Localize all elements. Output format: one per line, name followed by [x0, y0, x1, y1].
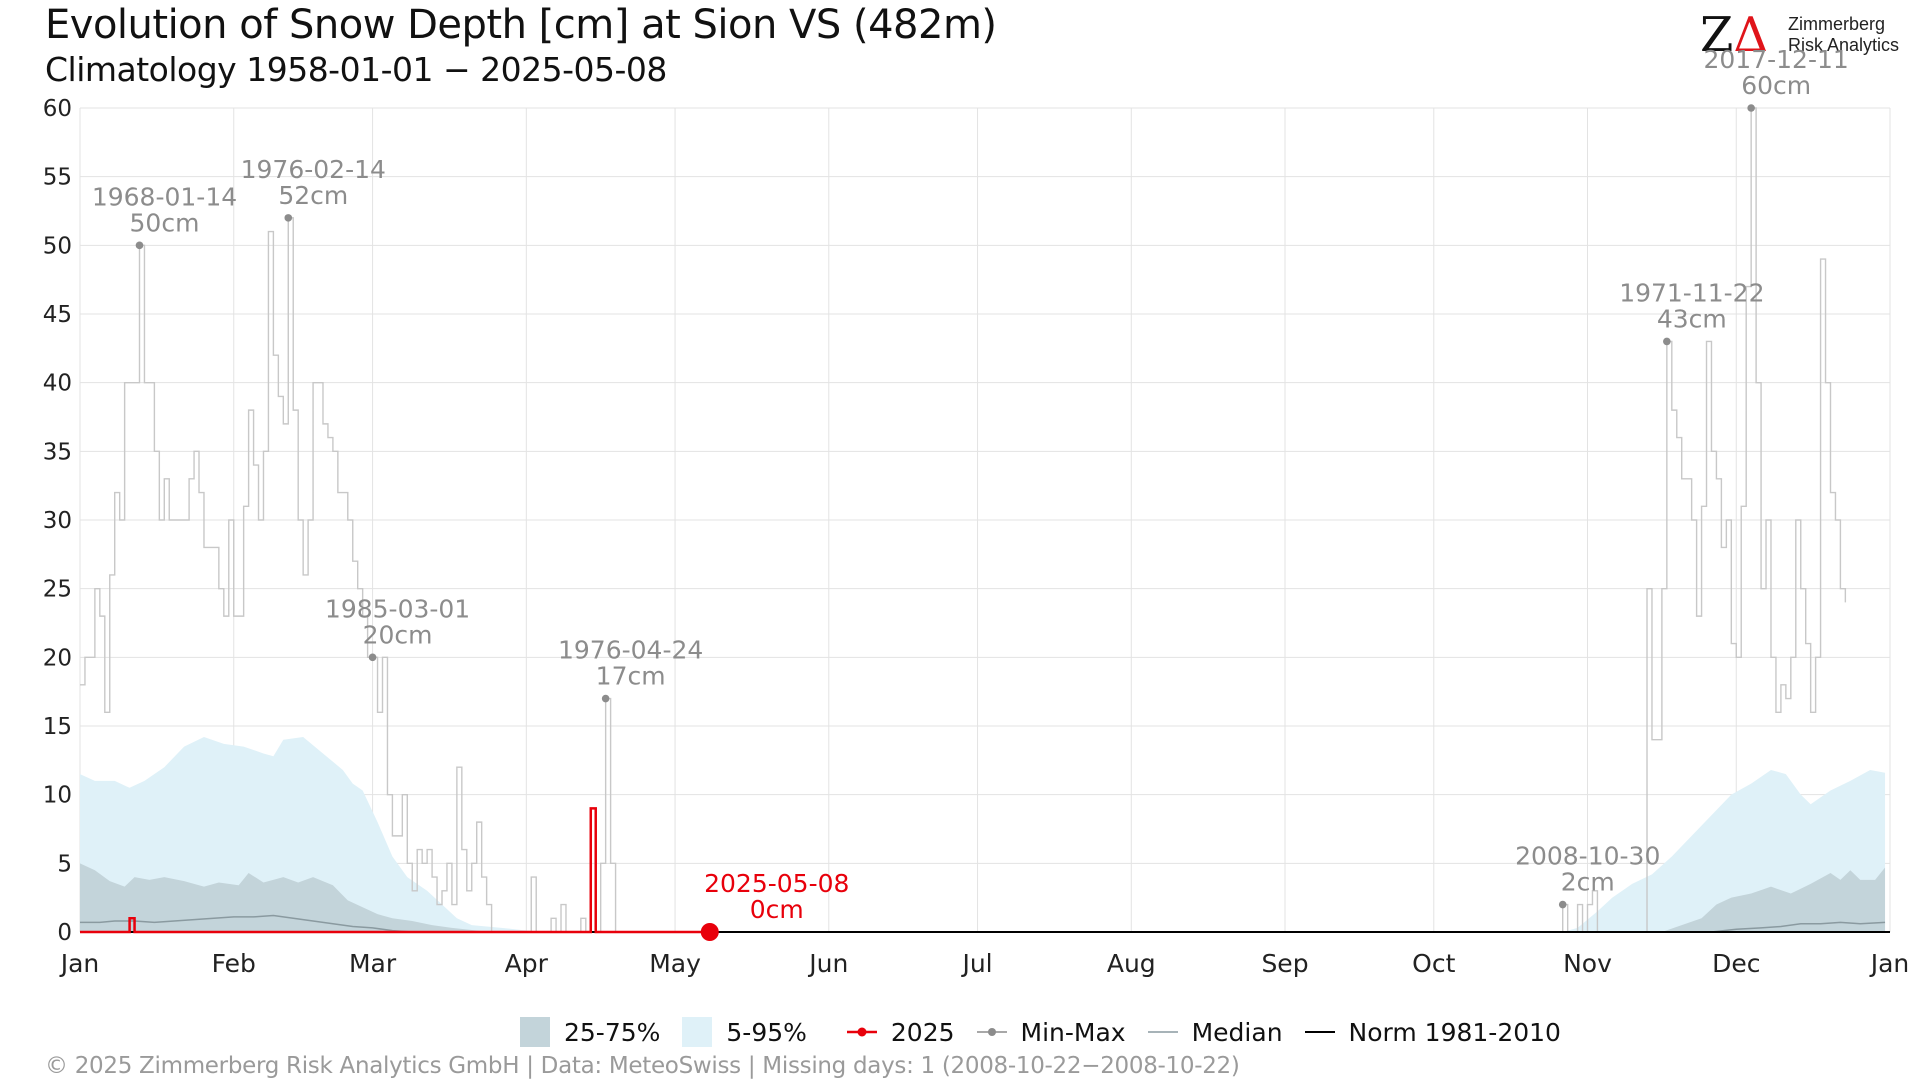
legend-item-iqr: 25-75%	[520, 1017, 660, 1047]
max-point	[368, 653, 377, 662]
logo-z: Z	[1700, 7, 1734, 63]
legend-label-outer: 5-95%	[726, 1017, 807, 1047]
legend-symbol-minmax	[976, 1028, 1007, 1036]
y-tick-label: 25	[43, 577, 72, 603]
legend-symbol-norm	[1304, 1031, 1335, 1033]
annotation-value: 50cm	[130, 208, 200, 237]
y-tick-label: 15	[43, 714, 72, 740]
current-label-value: 0cm	[750, 895, 804, 924]
legend-item-median: Median	[1147, 1017, 1283, 1047]
legend-label-median: Median	[1191, 1017, 1283, 1047]
x-tick-label: May	[649, 949, 701, 978]
annotation-date: 1976-04-24	[558, 636, 703, 665]
x-tick-label: Feb	[212, 949, 256, 978]
annotation-value: 2cm	[1561, 868, 1615, 897]
y-tick-label: 55	[43, 165, 72, 191]
logo-mark: ZΔ	[1700, 10, 1768, 60]
y-tick-label: 60	[43, 96, 72, 122]
logo-line1: Zimmerberg	[1788, 14, 1886, 34]
annotation-value: 52cm	[278, 181, 348, 210]
x-tick-label: Jul	[960, 949, 992, 978]
band-25-75	[80, 863, 1886, 932]
annotation-value: 43cm	[1657, 304, 1727, 333]
y-tick-label: 45	[43, 302, 72, 328]
footer-credits: © 2025 Zimmerberg Risk Analytics GmbH | …	[45, 1053, 1240, 1079]
max-point	[1663, 337, 1671, 346]
annotation-date: 1985-03-01	[325, 594, 470, 623]
y-tick-label: 0	[57, 920, 72, 946]
x-tick-label: Sep	[1261, 949, 1308, 978]
company-logo: ZΔ Zimmerberg Risk Analytics	[1700, 10, 1910, 60]
x-tick-label: Aug	[1107, 949, 1156, 978]
median-line	[80, 914, 1886, 933]
annotation-value: 20cm	[363, 620, 433, 649]
logo-line2: Risk Analytics	[1788, 35, 1900, 55]
annotation-date: 2017-12-11	[1704, 45, 1849, 74]
y-tick-label: 50	[43, 233, 72, 259]
y-tick-label: 5	[57, 851, 72, 877]
current-year-point	[700, 923, 719, 941]
y-tick-label: 40	[43, 371, 72, 397]
max-series-line	[80, 107, 1847, 933]
current-year-line	[80, 807, 710, 934]
logo-text: Zimmerberg Risk Analytics	[1788, 14, 1899, 56]
legend-label-minmax: Min-Max	[1020, 1017, 1126, 1047]
legend-item-norm: Norm 1981-2010	[1304, 1017, 1561, 1047]
annotation-value: 60cm	[1741, 71, 1811, 100]
y-tick-label: 20	[43, 645, 72, 671]
legend-item-minmax: Min-Max	[976, 1017, 1126, 1047]
legend-label-norm: Norm 1981-2010	[1348, 1017, 1561, 1047]
legend-label-iqr: 25-75%	[564, 1017, 661, 1047]
annotation-date: 1971-11-22	[1619, 278, 1764, 307]
y-tick-label: 10	[43, 783, 72, 809]
x-tick-label: Jan	[59, 949, 100, 978]
y-tick-label: 30	[43, 508, 72, 534]
x-tick-label: Jun	[807, 949, 848, 978]
chart-title: Evolution of Snow Depth [cm] at Sion VS …	[45, 2, 997, 48]
logo-delta: Δ	[1733, 7, 1769, 63]
y-tick-label: 35	[43, 439, 72, 465]
max-point	[1558, 900, 1567, 909]
legend-symbol-current	[846, 1027, 877, 1037]
max-point	[135, 241, 144, 250]
annotation-date: 1976-02-14	[241, 155, 386, 184]
current-label-date: 2025-05-08	[704, 869, 849, 898]
chart-legend: 25-75% 5-95% 2025 Min-Max Median Norm 19…	[520, 1014, 1583, 1050]
x-tick-label: Oct	[1412, 949, 1455, 978]
legend-label-current: 2025	[890, 1017, 955, 1047]
annotation-date: 1968-01-14	[92, 182, 237, 211]
legend-item-current: 2025	[846, 1017, 955, 1047]
x-tick-label: Apr	[505, 949, 549, 978]
max-point	[601, 694, 610, 703]
max-point	[1747, 104, 1755, 112]
legend-symbol-median	[1147, 1031, 1178, 1033]
max-point	[284, 214, 293, 222]
snow-depth-chart: 1968-01-1450cm1976-02-1452cm1985-03-0120…	[43, 45, 1910, 978]
legend-item-outer: 5-95%	[682, 1017, 807, 1047]
legend-swatch-outer	[682, 1017, 713, 1047]
x-tick-label: Nov	[1563, 949, 1612, 978]
annotation-value: 17cm	[596, 662, 666, 691]
chart-subtitle: Climatology 1958-01-01 − 2025-05-08	[45, 50, 667, 89]
annotation-date: 2008-10-30	[1515, 842, 1660, 871]
x-tick-label: Dec	[1712, 949, 1760, 978]
legend-swatch-iqr	[520, 1017, 550, 1047]
x-tick-label: Jan	[1869, 949, 1910, 978]
x-tick-label: Mar	[349, 949, 397, 978]
